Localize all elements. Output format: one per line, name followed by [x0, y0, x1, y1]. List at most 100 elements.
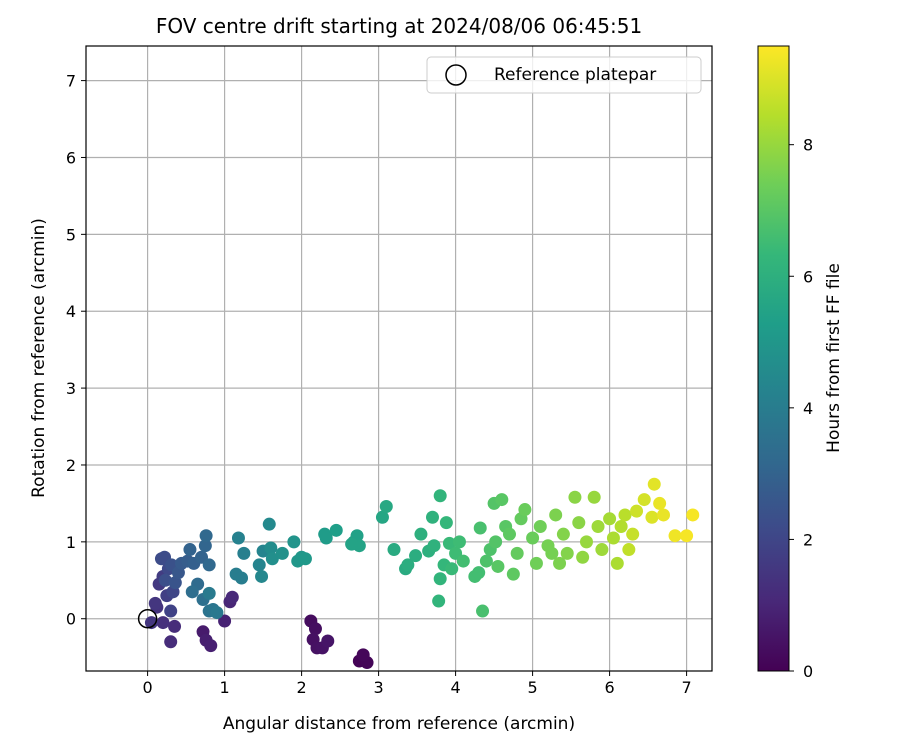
data-point	[329, 523, 343, 537]
data-point	[401, 558, 415, 572]
data-point	[264, 541, 278, 555]
y-tick-label: 7	[66, 72, 76, 91]
y-tick-label: 1	[66, 533, 76, 552]
data-point	[154, 552, 168, 566]
x-tick-label: 3	[374, 678, 384, 697]
colorbar-label: Hours from first FF file	[824, 263, 844, 453]
chart-title: FOV centre drift starting at 2024/08/06 …	[156, 14, 642, 38]
grid	[86, 46, 712, 671]
data-point	[630, 504, 644, 518]
data-point	[210, 606, 224, 620]
data-point	[164, 635, 178, 649]
y-tick-label: 0	[66, 610, 76, 629]
y-tick-label: 6	[66, 148, 76, 167]
data-point	[587, 490, 601, 504]
data-point	[526, 531, 540, 545]
data-point	[473, 521, 487, 535]
data-point	[204, 639, 218, 653]
data-point	[427, 539, 441, 553]
data-point	[231, 531, 245, 545]
data-point	[489, 535, 503, 549]
data-point	[199, 529, 213, 543]
y-tick-label: 5	[66, 225, 76, 244]
data-point	[510, 546, 524, 560]
data-point	[476, 604, 490, 618]
data-point	[653, 496, 667, 510]
data-point	[148, 596, 162, 610]
data-point	[452, 535, 466, 549]
data-point	[591, 519, 605, 533]
data-point	[637, 493, 651, 507]
data-point	[439, 516, 453, 530]
legend: Reference platepar	[426, 56, 702, 94]
data-point	[225, 590, 239, 604]
data-point	[202, 586, 216, 600]
data-point	[409, 549, 423, 563]
data-point	[645, 510, 659, 524]
data-point	[183, 543, 197, 557]
data-point	[576, 550, 590, 564]
data-point	[168, 619, 182, 633]
data-point	[622, 543, 636, 557]
x-tick-label: 2	[297, 678, 307, 697]
data-point	[610, 556, 624, 570]
data-point	[202, 558, 216, 572]
plot-frame	[85, 45, 713, 672]
data-point	[321, 634, 335, 648]
data-point	[144, 616, 158, 630]
x-tick-label: 1	[220, 678, 230, 697]
data-point	[168, 576, 182, 590]
data-point	[518, 503, 532, 517]
data-point	[556, 527, 570, 541]
data-point	[156, 616, 170, 630]
axes: 0 1 2 3 4 5 6 7 0 1 2 3 4 5 6 7	[66, 72, 692, 697]
data-point	[545, 546, 559, 560]
data-point	[579, 535, 593, 549]
x-tick-label: 0	[143, 678, 153, 697]
x-tick-label: 6	[604, 678, 614, 697]
data-point	[319, 531, 333, 545]
data-point	[686, 508, 700, 522]
data-point	[237, 546, 251, 560]
data-point	[255, 569, 269, 583]
legend-box	[426, 56, 702, 94]
data-point	[603, 512, 617, 526]
data-point	[568, 490, 582, 504]
y-axis-label: Rotation from reference (arcmin)	[29, 218, 49, 498]
data-point	[158, 573, 172, 587]
data-points	[144, 477, 700, 670]
data-point	[433, 572, 447, 586]
data-point	[275, 546, 289, 560]
data-point	[680, 529, 694, 543]
y-tick-label: 4	[66, 302, 76, 321]
x-tick-label: 7	[681, 678, 691, 697]
data-point	[668, 529, 682, 543]
data-point	[647, 477, 661, 491]
x-tick-label: 4	[451, 678, 461, 697]
colorbar-tick-label: 4	[803, 399, 813, 418]
data-point	[614, 519, 628, 533]
data-point	[298, 552, 312, 566]
data-point	[164, 604, 178, 618]
y-tick-label: 2	[66, 456, 76, 475]
x-tick-label: 5	[527, 678, 537, 697]
legend-label: Reference platepar	[494, 65, 656, 85]
data-point	[433, 489, 447, 503]
data-point	[379, 499, 393, 513]
data-point	[472, 566, 486, 580]
data-point	[506, 567, 520, 581]
data-point	[606, 531, 620, 545]
data-point	[198, 539, 212, 553]
data-point	[533, 519, 547, 533]
data-point	[618, 508, 632, 522]
x-axis-label: Angular distance from reference (arcmin)	[223, 714, 575, 734]
data-point	[252, 558, 266, 572]
data-point	[345, 537, 359, 551]
legend-marker-icon	[445, 64, 467, 86]
data-point	[445, 562, 459, 576]
data-point	[502, 527, 516, 541]
data-point	[572, 516, 586, 530]
data-point	[560, 546, 574, 560]
